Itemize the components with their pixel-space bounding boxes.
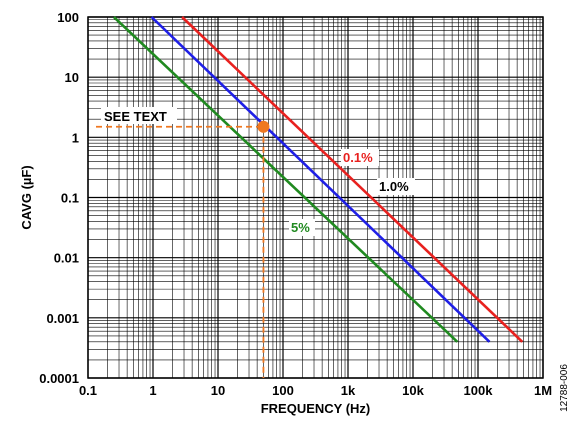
series-label-0-1pct-background: [341, 149, 379, 166]
y-tick-label: 10: [65, 70, 79, 85]
y-tick-label: 0.01: [54, 251, 79, 266]
see-text-label-background: [101, 107, 177, 124]
series-line-0-1pct: [181, 16, 524, 343]
x-tick-label: 100: [272, 383, 294, 398]
x-tick-label: 100k: [464, 383, 494, 398]
x-tick-label: 1k: [341, 383, 356, 398]
annotations: SEE TEXT 0.1% 1.0% 5%: [96, 107, 415, 378]
x-tick-label: 10: [211, 383, 225, 398]
x-tick-label: 10k: [402, 383, 424, 398]
y-tick-label: 1: [72, 130, 79, 145]
x-tick-label: 0.1: [79, 383, 97, 398]
figure-id: 12788-006: [559, 364, 570, 412]
see-text-label: SEE TEXT: [104, 109, 167, 124]
y-axis-title: CAVG (µF): [19, 165, 34, 229]
series-label-0-1pct: 0.1%: [343, 150, 373, 165]
y-tick-label: 100: [57, 10, 79, 25]
series-line-1-0pct: [150, 16, 491, 343]
series-label-1-0pct-background: [377, 178, 415, 195]
see-text-marker: [257, 120, 270, 133]
x-tick-label: 1M: [534, 383, 552, 398]
plot-frame: [87, 16, 544, 379]
x-tick-label: 1: [149, 383, 156, 398]
series-line-5pct: [112, 16, 459, 343]
y-tick-label: 0.0001: [39, 371, 79, 386]
series-lines: [112, 16, 524, 343]
series-label-5pct-background: [289, 219, 315, 236]
x-tick-labels: 0.1 1 10 100 1k 10k 100k 1M: [79, 383, 552, 398]
y-tick-labels: 100 10 1 0.1 0.01 0.001 0.0001: [39, 10, 79, 386]
y-tick-label: 0.001: [46, 311, 79, 326]
y-tick-label: 0.1: [61, 191, 79, 206]
series-label-5pct: 5%: [291, 220, 310, 235]
x-axis-title: FREQUENCY (Hz): [261, 401, 371, 416]
series-label-1-0pct: 1.0%: [379, 179, 409, 194]
